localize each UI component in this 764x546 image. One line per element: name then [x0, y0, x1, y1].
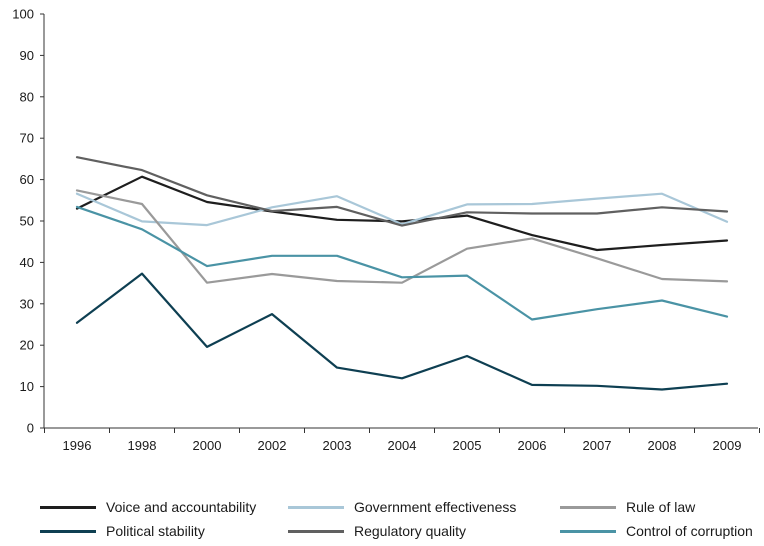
- series-lines: [75, 156, 729, 391]
- series-line-voice-and-accountability: [75, 175, 729, 252]
- y-tick-label: 20: [20, 338, 34, 353]
- y-tick-label: 60: [20, 172, 34, 187]
- legend-item-control-of-corruption: Control of corruption: [560, 522, 753, 540]
- y-tick-label: 70: [20, 131, 34, 146]
- x-tick-label: 2002: [258, 438, 287, 453]
- x-tick-label: 2000: [193, 438, 222, 453]
- legend-swatch: [560, 529, 616, 533]
- legend-swatch: [288, 505, 344, 509]
- x-tick-label: 2006: [518, 438, 547, 453]
- legend-item-political-stability: Political stability: [40, 522, 205, 540]
- y-axis: 0 10 20 30 40 50 60 70 80 90 100: [12, 7, 45, 436]
- legend-item-regulatory-quality: Regulatory quality: [288, 522, 466, 540]
- x-tick-label: 2009: [713, 438, 742, 453]
- x-tick-label: 2007: [583, 438, 612, 453]
- x-tick-label: 2003: [323, 438, 352, 453]
- y-tick-label: 90: [20, 48, 34, 63]
- x-tick-label: 2004: [388, 438, 417, 453]
- x-tick-label: 2005: [453, 438, 482, 453]
- series-line-regulatory-quality: [75, 156, 729, 227]
- legend-item-government-effectiveness: Government effectiveness: [288, 498, 516, 516]
- legend-swatch: [40, 529, 96, 533]
- line-chart: 0 10 20 30 40 50 60 70 80 90 100 1996 1998 2000 2002 2…: [12, 7, 760, 453]
- x-tick-label: 1996: [63, 438, 92, 453]
- legend-item-voice-and-accountability: Voice and accountability: [40, 498, 256, 516]
- x-axis: 1996 1998 2000 2002 2003 2004 2005 2006 2007 2008…: [44, 427, 760, 453]
- legend-label: Government effectiveness: [354, 499, 517, 515]
- legend-swatch: [288, 529, 344, 533]
- x-tick-label: 1998: [128, 438, 157, 453]
- legend-label: Regulatory quality: [354, 523, 467, 539]
- y-tick-label: 50: [20, 214, 34, 229]
- y-tick-label: 0: [27, 421, 34, 436]
- legend-item-rule-of-law: Rule of law: [560, 498, 695, 516]
- y-tick-label: 80: [20, 89, 34, 104]
- legend-label: Control of corruption: [626, 523, 753, 539]
- legend-label: Political stability: [106, 523, 205, 539]
- x-tick-label: 2008: [648, 438, 677, 453]
- legend-label: Rule of law: [626, 499, 696, 515]
- series-line-rule-of-law: [75, 189, 729, 284]
- series-line-government-effectiveness: [75, 192, 729, 227]
- series-line-political-stability: [75, 272, 729, 391]
- legend-label: Voice and accountability: [106, 499, 257, 515]
- series-line-control-of-corruption: [75, 205, 729, 321]
- legend-swatch: [560, 505, 616, 509]
- y-tick-label: 100: [12, 7, 34, 22]
- y-tick-label: 30: [20, 296, 34, 311]
- legend-swatch: [40, 505, 96, 509]
- y-tick-label: 10: [20, 379, 34, 394]
- y-tick-label: 40: [20, 255, 34, 270]
